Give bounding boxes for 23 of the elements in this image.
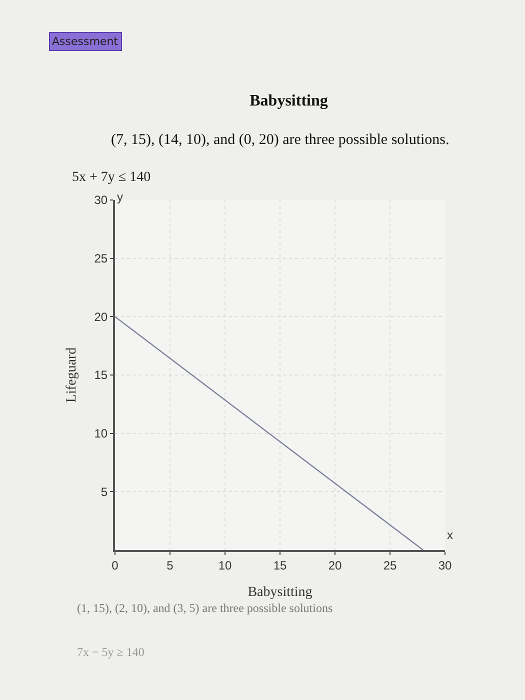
chart-title: Babysitting (250, 92, 328, 110)
y-tick-label: 15 (94, 368, 108, 382)
y-tick-label: 10 (94, 426, 108, 441)
x-tick-label: 25 (383, 558, 397, 572)
y-tick-label: 5 (100, 484, 108, 499)
text: (1, 15), (2, 10), and (3, 5) are three possible solutions (77, 601, 333, 615)
annotation: y (117, 190, 123, 204)
x-tick-label: 15 (273, 558, 287, 572)
x-tick-label: 0 (112, 558, 119, 572)
y-tick-label: 25 (94, 252, 108, 266)
chart-subtitle: (7, 15), (14, 10), and (0, 20) are three possible solutions. (111, 132, 450, 148)
y-axis-title: Lifeguard (64, 347, 80, 403)
y-tick-label: 20 (94, 310, 108, 324)
x-tick-label: 30 (438, 558, 452, 572)
text: Assessment (52, 35, 119, 48)
y-tick-label: 30 (94, 193, 108, 208)
x-tick-label: 20 (328, 558, 342, 572)
text: 5x + 7y ≤ 140 (72, 170, 151, 185)
x-tick-label: 5 (166, 558, 174, 572)
x-axis-title: Babysitting (248, 585, 312, 600)
text: x (447, 528, 453, 542)
x-tick-label: 10 (218, 558, 232, 572)
text: 7x − 5y ≥ 140 (77, 645, 144, 659)
